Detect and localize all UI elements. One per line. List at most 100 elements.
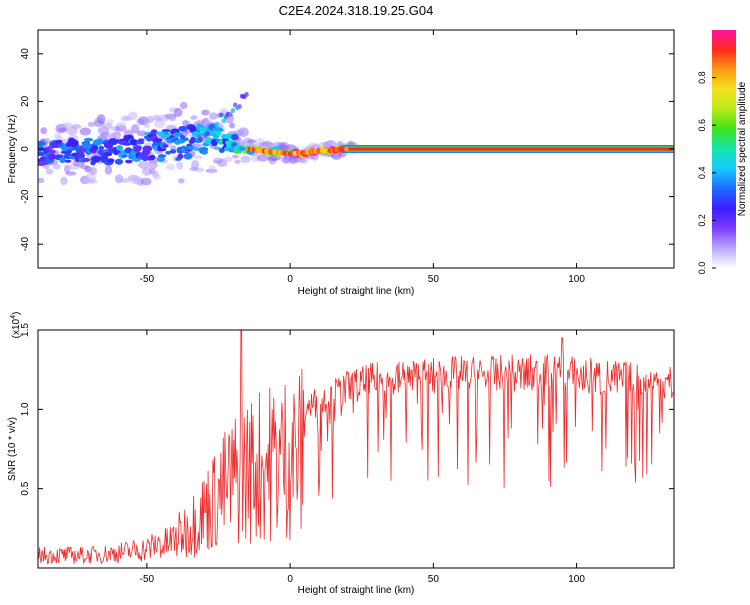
- snr-xlabel: Height of straight line (km): [298, 585, 415, 596]
- colorbar: 0.0 0.2 0.4 0.6 0.8 Normalized spectral ampl…: [697, 30, 748, 274]
- spectrogram-haze-cell: [234, 159, 241, 164]
- spectrogram-cell: [64, 159, 72, 163]
- spectrogram-cell: [215, 130, 222, 137]
- spectrogram-haze-cell: [191, 143, 203, 148]
- spectrogram-haze-cell: [207, 165, 217, 174]
- spectrogram-cell: [103, 152, 113, 157]
- spectrogram-cell: [125, 159, 133, 164]
- snr-series-line: [38, 330, 674, 565]
- spectrogram-haze-cell: [143, 122, 151, 128]
- spectrogram-cell: [61, 144, 68, 152]
- spectrogram-haze-cell: [152, 173, 161, 181]
- spectrogram-cell: [99, 154, 109, 162]
- spectrogram-ylabel: Frequency (Hz): [7, 115, 18, 184]
- spectrogram-haze-cell: [96, 114, 106, 124]
- spectrogram-cell: [130, 139, 139, 146]
- spectrogram-haze-cell: [60, 176, 68, 186]
- spectrogram-haze-cell: [62, 122, 73, 128]
- colorbar-gradient: [712, 30, 736, 268]
- spectrogram-haze-cell: [146, 115, 154, 124]
- spectrogram-haze-cell: [110, 133, 121, 139]
- spectrogram-cell: [124, 147, 133, 154]
- snr-xtick-label: -50: [140, 574, 155, 585]
- spectrogram-haze-cell: [120, 178, 130, 183]
- spectrogram-haze-cell: [136, 130, 148, 137]
- snr-xtick-label: 50: [428, 574, 440, 585]
- colorbar-tick-label: 0.2: [697, 214, 707, 227]
- spectrogram-haze-cell: [89, 167, 98, 176]
- spectrogram-cell: [91, 155, 101, 163]
- spectrogram-haze-cell: [132, 176, 144, 185]
- spectrogram-cell: [198, 136, 203, 142]
- spectrogram-cell: [176, 139, 186, 144]
- spectrogram-haze-cell: [63, 164, 71, 174]
- spectrogram-haze-cell: [237, 127, 249, 138]
- spectrogram-haze-cell: [130, 124, 140, 134]
- snr-background: [38, 330, 674, 568]
- spectrogram-haze-cell: [165, 163, 176, 171]
- svg-text:(x104): (x104): [10, 312, 22, 339]
- spectrogram-heatmap: [38, 91, 674, 187]
- spectrogram-cell: [153, 138, 163, 142]
- spectrogram-cell: [221, 118, 226, 124]
- spectrogram-cell: [148, 154, 156, 161]
- spectrogram-cell: [238, 146, 246, 151]
- colorbar-ticks: 0.0 0.2 0.4 0.6 0.8: [697, 71, 716, 274]
- spectrogram-cell: [190, 136, 197, 144]
- spectrogram-cell: [178, 125, 188, 132]
- spectrogram-haze-cell: [232, 154, 239, 159]
- spectrogram-cell: [38, 151, 46, 157]
- snr-xtick-label: 0: [287, 574, 293, 585]
- colorbar-tick-label: 0.6: [697, 119, 707, 132]
- spectrogram-cell: [47, 153, 57, 160]
- spectrogram-xlabel: Height of straight line (km): [298, 286, 415, 297]
- spectrogram-haze-cell: [140, 177, 152, 186]
- spectrogram-ytick-label: -20: [20, 189, 31, 204]
- spectrogram-cell: [185, 145, 195, 151]
- spectrogram-haze-cell: [40, 127, 48, 135]
- spectrogram-haze-cell: [154, 119, 166, 129]
- spectrogram-haze-cell: [65, 171, 77, 176]
- spectrogram-cell: [244, 91, 249, 97]
- spectrogram-cell: [115, 145, 124, 151]
- spectrogram-haze-cell: [247, 139, 257, 144]
- spectrogram-cell: [183, 152, 193, 160]
- spectrogram-haze-cell: [138, 160, 150, 169]
- spectrogram-ticks: -50 0 50 100 -40 -20 0 20 40: [20, 30, 674, 285]
- spectrogram-cell: [198, 146, 209, 152]
- spectrogram-cell: [237, 104, 242, 110]
- spectrogram-haze-cell: [179, 101, 188, 110]
- spectrogram-cell: [214, 122, 219, 128]
- snr-ytick-label: 1.5: [20, 323, 31, 337]
- spectrogram-cell: [230, 108, 236, 114]
- snr-scale-prefix: (x10: [11, 318, 22, 338]
- spectrogram-cell: [107, 158, 115, 163]
- spectrogram-haze-cell: [173, 107, 183, 117]
- spectrogram-cell: [96, 138, 104, 145]
- spectrogram-haze-cell: [52, 163, 61, 170]
- spectrogram-cell: [114, 158, 124, 165]
- spectrogram-haze-cell: [115, 122, 127, 128]
- spectrogram-haze-cell: [79, 127, 92, 136]
- spectrogram-haze-cell: [256, 153, 269, 162]
- spectrogram-cell: [56, 154, 64, 158]
- colorbar-label: Normalized spectral amplitude: [737, 81, 748, 216]
- spectrogram-cell: [76, 152, 85, 160]
- colorbar-tick-label: 0.4: [697, 167, 707, 180]
- spectrogram-cell: [165, 150, 171, 155]
- snr-panel: -50 0 50 100 0.5 1.0 1.5 Height of straight li…: [7, 312, 675, 596]
- spectrogram-cell: [59, 157, 66, 164]
- spectrogram-cell: [219, 112, 224, 118]
- spectrogram-cell: [121, 154, 128, 158]
- snr-scale-exponent: 4: [10, 315, 17, 319]
- colorbar-tick-label: 0.8: [697, 71, 707, 84]
- spectrogram-haze-cell: [106, 118, 114, 126]
- spectrogram-haze-cell: [195, 167, 205, 173]
- spectrogram-cell: [49, 149, 56, 154]
- spectrogram-cell: [137, 138, 145, 143]
- spectrogram-haze-cell: [57, 127, 67, 132]
- spectrogram-haze-cell: [193, 155, 203, 160]
- snr-ytick-label: 1.0: [20, 402, 31, 416]
